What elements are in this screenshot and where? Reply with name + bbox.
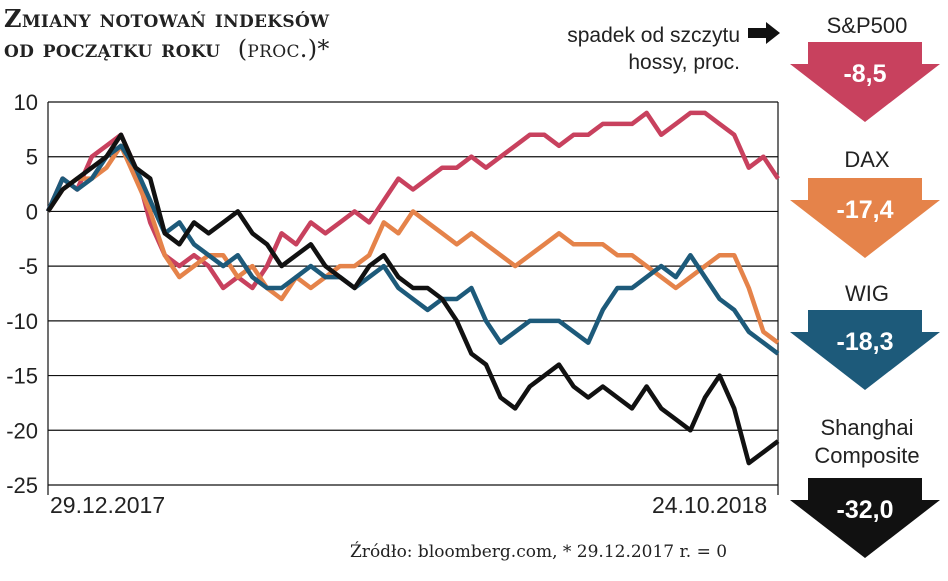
y-tick-label: 5	[26, 145, 38, 170]
shanghai-drop-value: -32,0	[836, 496, 894, 524]
dax-drop-value: -17,4	[836, 196, 894, 224]
chart-title: Zmiany notowań indeksów od początku roku…	[4, 4, 330, 64]
y-tick-label: -20	[6, 418, 38, 443]
chart-title-line2: od początku roku	[4, 34, 221, 63]
y-tick-label: -25	[6, 473, 38, 498]
wig-drop-value: -18,3	[836, 328, 894, 356]
x-start-label: 29.12.2017	[50, 492, 166, 518]
wig-label: WIG	[845, 281, 889, 306]
drop-note-line1: spadek od szczytu	[567, 24, 740, 47]
x-end-label: 24.10.2018	[652, 492, 768, 518]
drop-note-line2: hossy, proc.	[628, 51, 740, 74]
sp500-arrow-shape	[790, 42, 940, 122]
y-tick-label: -10	[6, 309, 38, 334]
dax-arrow-shape	[790, 178, 940, 258]
y-tick-label: 10	[14, 90, 38, 115]
chart-title-line1: Zmiany notowań indeksów	[4, 4, 330, 33]
right-arrow-icon	[748, 22, 780, 44]
series-line-wig	[45, 143, 780, 356]
y-tick-label: 0	[26, 199, 38, 224]
sp500-label: S&P500	[826, 13, 908, 38]
y-tick-label: -5	[18, 254, 38, 279]
y-tick-label: -15	[6, 364, 38, 389]
drop-note: spadek od szczytu hossy, proc.	[540, 22, 740, 76]
series-line-shanghai-composite	[46, 132, 780, 466]
wig-arrow-shape	[790, 310, 940, 390]
series-line-dax	[46, 143, 780, 345]
chart-title-line2-wrap: od początku roku (proc.)*	[4, 34, 330, 64]
source-note: Źródło: bloomberg.com, * 29.12.2017 r. =…	[350, 542, 728, 562]
shanghai-label: Shanghai Composite	[814, 415, 920, 468]
chart-unit: (proc.)*	[237, 35, 330, 63]
wig-drop-arrow: -18,3	[790, 310, 940, 390]
sp500-drop-value: -8,5	[843, 60, 887, 88]
sp500-drop-arrow: -8,5	[790, 42, 940, 122]
line-chart: 10 5 0 -5 -10 -15 -20 -25	[6, 90, 780, 498]
shanghai-drop-arrow: -32,0	[790, 478, 940, 558]
shanghai-arrow-shape	[790, 478, 940, 558]
dax-drop-arrow: -17,4	[790, 178, 940, 258]
dax-label: DAX	[844, 147, 890, 172]
